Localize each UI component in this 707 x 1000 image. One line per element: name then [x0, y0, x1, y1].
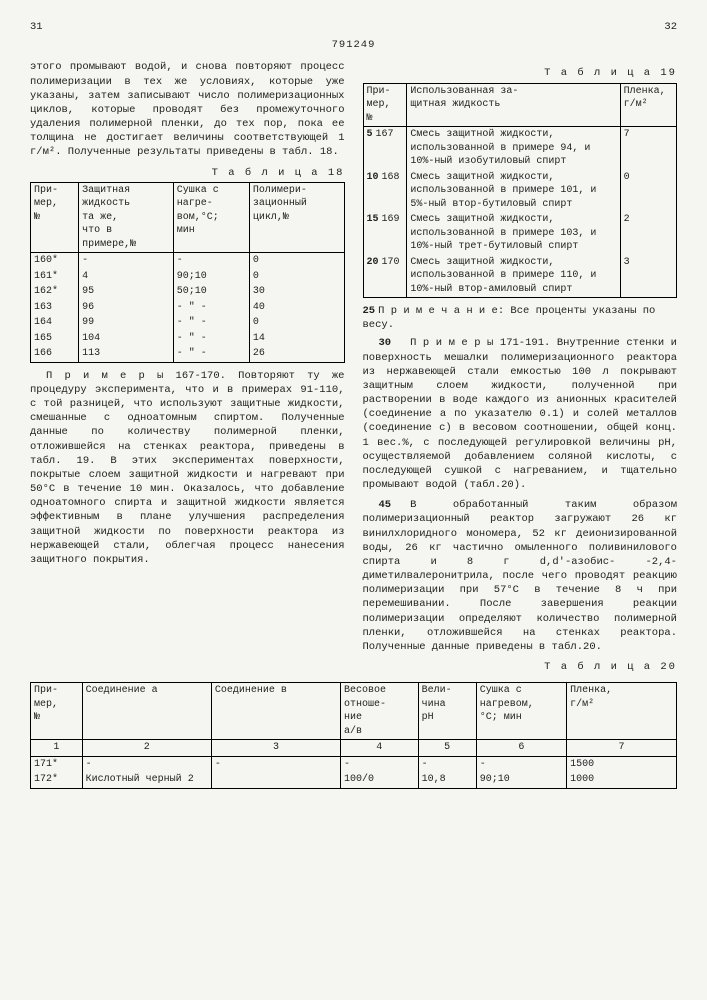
table-20-title: Т а б л и ц а 20 — [363, 660, 678, 674]
table-header: Вели- чина pH — [418, 683, 476, 740]
table-row: 161*490;100 — [31, 269, 345, 285]
table-row: 20170Смесь защитной жидкости, использова… — [363, 255, 677, 298]
table-19-note: 25П р и м е ч а н и е: Все проценты указ… — [363, 304, 678, 332]
table-header: Сушка с нагре- вом,°С; мин — [173, 182, 249, 253]
table-20: При- мер, № Соединение а Соединение в Ве… — [30, 682, 677, 789]
table-row: 172*Кислотный черный 2100/010,890;101000 — [31, 772, 677, 788]
table-row: 171*-----1500 — [31, 756, 677, 772]
table-header: Полимери- зационный цикл,№ — [249, 182, 344, 253]
table-header: Соединение а — [82, 683, 211, 740]
table-row: 10168Смесь защитной жидкости, использова… — [363, 170, 677, 213]
table-header: При- мер, № — [363, 83, 407, 127]
table-row: 16499- " -0 — [31, 315, 345, 331]
table-row: 16396- " -40 — [31, 300, 345, 316]
right-column: Т а б л и ц а 19 При- мер, № Использован… — [363, 60, 678, 676]
table-row: 15169Смесь защитной жидкости, использова… — [363, 212, 677, 255]
table-row: 5167Смесь защитной жидкости, использован… — [363, 127, 677, 170]
paragraph: П р и м е р ы 167-170. Повторяют ту же п… — [30, 369, 345, 567]
table-row: 165104- " -14 — [31, 331, 345, 347]
table-header: При- мер, № — [31, 683, 83, 740]
table-18-title: Т а б л и ц а 18 — [30, 166, 345, 180]
table-19: При- мер, № Использованная за- щитная жи… — [363, 83, 678, 299]
table-row: 162*9550;1030 — [31, 284, 345, 300]
patent-number: 791249 — [30, 38, 677, 52]
left-column: этого промывают водой, и снова повторяют… — [30, 60, 345, 676]
paragraph: 30 П р и м е р ы 171-191. Внутренние сте… — [363, 336, 678, 492]
page-right-number: 32 — [664, 20, 677, 34]
table-header: Сушка с нагревом, °С; мин — [476, 683, 566, 740]
paragraph: этого промывают водой, и снова повторяют… — [30, 60, 345, 159]
table-header: Пленка, г/м² — [567, 683, 677, 740]
paragraph: 45 В обработанный таким образом полимери… — [363, 498, 678, 654]
table-header: Пленка, г/м² — [620, 83, 676, 127]
table-18: При- мер, № Защитная жидкость та же, что… — [30, 182, 345, 363]
table-19-title: Т а б л и ц а 19 — [363, 66, 678, 80]
table-header: Соединение в — [211, 683, 340, 740]
table-row: 166113- " -26 — [31, 346, 345, 362]
table-header: Защитная жидкость та же, что в примере,№ — [79, 182, 174, 253]
table-header: Использованная за- щитная жидкость — [407, 83, 620, 127]
table-numrow: 1 2 3 4 5 6 7 — [31, 740, 677, 757]
table-header: При- мер, № — [31, 182, 79, 253]
table-row: 160*--0 — [31, 253, 345, 269]
page-left-number: 31 — [30, 20, 43, 34]
table-header: Весовое отноше- ние а/в — [341, 683, 419, 740]
